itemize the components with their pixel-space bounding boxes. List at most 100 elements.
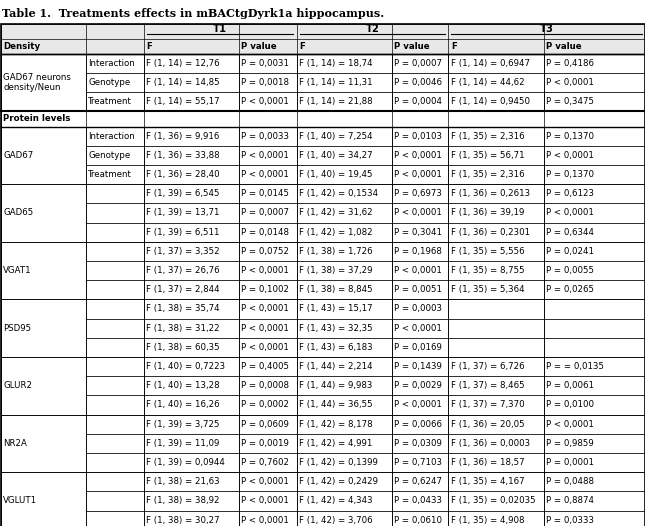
Text: F (1, 38) = 21,63: F (1, 38) = 21,63 <box>146 477 220 486</box>
Text: P = 0,0051: P = 0,0051 <box>394 285 442 294</box>
Text: P = 0,1370: P = 0,1370 <box>546 170 594 179</box>
Text: F (1, 40) = 7,254: F (1, 40) = 7,254 <box>299 132 373 140</box>
Bar <box>239 299 297 319</box>
Bar <box>392 299 448 319</box>
Bar <box>392 73 448 92</box>
Bar <box>239 54 297 73</box>
Text: P < 0,0001: P < 0,0001 <box>241 343 289 352</box>
Text: P = 0,3041: P = 0,3041 <box>394 228 442 237</box>
Bar <box>86 127 144 146</box>
Bar <box>448 242 544 261</box>
Bar <box>239 396 297 414</box>
Bar <box>544 414 645 434</box>
Bar <box>448 434 544 453</box>
Bar <box>239 376 297 396</box>
Text: P = 0,0488: P = 0,0488 <box>546 477 594 486</box>
Bar <box>448 376 544 396</box>
Bar <box>144 453 239 472</box>
Text: F (1, 36) = 28,40: F (1, 36) = 28,40 <box>146 170 220 179</box>
Bar <box>297 146 392 165</box>
Bar <box>392 184 448 204</box>
Bar <box>86 319 144 338</box>
Bar <box>297 54 392 73</box>
Text: P = 0,0433: P = 0,0433 <box>394 497 442 505</box>
Bar <box>392 242 448 261</box>
Bar <box>392 261 448 280</box>
Text: P = 0,1002: P = 0,1002 <box>241 285 289 294</box>
Text: P < 0,0001: P < 0,0001 <box>546 420 594 429</box>
Text: P < 0,0001: P < 0,0001 <box>241 477 289 486</box>
Bar <box>86 414 144 434</box>
Text: P < 0,0001: P < 0,0001 <box>394 400 442 409</box>
Text: F (1, 35) = 2,316: F (1, 35) = 2,316 <box>451 170 524 179</box>
Bar <box>86 338 144 357</box>
Text: F (1, 39) = 0,0944: F (1, 39) = 0,0944 <box>146 458 225 467</box>
Text: Interaction: Interaction <box>88 132 135 140</box>
Bar <box>448 319 544 338</box>
Bar <box>448 491 544 511</box>
Text: T1: T1 <box>213 24 227 34</box>
Bar <box>544 127 645 146</box>
Text: P = 0,1439: P = 0,1439 <box>394 362 442 371</box>
Bar <box>239 414 297 434</box>
Text: F (1, 36) = 0,0003: F (1, 36) = 0,0003 <box>451 439 530 448</box>
Text: P < 0,0001: P < 0,0001 <box>394 151 442 160</box>
Bar <box>86 376 144 396</box>
Text: P = 0,0169: P = 0,0169 <box>394 343 442 352</box>
Bar <box>86 204 144 222</box>
Text: P < 0,0001: P < 0,0001 <box>241 323 289 332</box>
Bar <box>297 472 392 491</box>
Text: P = 0,8874: P = 0,8874 <box>546 497 594 505</box>
Bar <box>144 242 239 261</box>
Text: P = 0,6344: P = 0,6344 <box>546 228 594 237</box>
Bar <box>1 184 86 242</box>
Text: GAD65: GAD65 <box>3 208 34 217</box>
Text: F (1, 38) = 8,845: F (1, 38) = 8,845 <box>299 285 373 294</box>
Text: P value: P value <box>241 42 277 50</box>
Bar <box>239 434 297 453</box>
Text: F (1, 42) = 0,1534: F (1, 42) = 0,1534 <box>299 189 379 198</box>
Text: P = 0,0752: P = 0,0752 <box>241 247 289 256</box>
Text: F (1, 39) = 6,511: F (1, 39) = 6,511 <box>146 228 220 237</box>
Bar <box>1 111 645 127</box>
Bar <box>1 299 86 357</box>
Bar <box>86 146 144 165</box>
Bar <box>144 299 239 319</box>
Bar <box>297 73 392 92</box>
Text: Density: Density <box>3 42 41 50</box>
Bar <box>144 357 239 376</box>
Bar <box>297 357 392 376</box>
Bar <box>144 261 239 280</box>
Bar <box>448 357 544 376</box>
Bar <box>392 338 448 357</box>
Text: F (1, 38) = 38,92: F (1, 38) = 38,92 <box>146 497 220 505</box>
Text: P < 0,0001: P < 0,0001 <box>394 323 442 332</box>
Text: P = 0,9859: P = 0,9859 <box>546 439 594 448</box>
Bar <box>1 242 86 299</box>
Bar <box>1 24 645 54</box>
Bar <box>144 184 239 204</box>
Text: P = 0,6973: P = 0,6973 <box>394 189 442 198</box>
Text: P < 0,0001: P < 0,0001 <box>241 305 289 313</box>
Bar <box>86 165 144 184</box>
Bar <box>86 434 144 453</box>
Bar <box>392 146 448 165</box>
Text: F (1, 14) = 55,17: F (1, 14) = 55,17 <box>146 97 220 106</box>
Bar <box>144 434 239 453</box>
Bar <box>239 511 297 526</box>
Bar <box>144 73 239 92</box>
Text: P = 0,0029: P = 0,0029 <box>394 381 442 390</box>
Text: P < 0,0001: P < 0,0001 <box>394 208 442 217</box>
Text: F (1, 37) = 2,844: F (1, 37) = 2,844 <box>146 285 220 294</box>
Text: F (1, 42) = 4,343: F (1, 42) = 4,343 <box>299 497 373 505</box>
Text: P < 0,0001: P < 0,0001 <box>546 151 594 160</box>
Bar <box>544 319 645 338</box>
Text: F (1, 39) = 6,545: F (1, 39) = 6,545 <box>146 189 220 198</box>
Text: F (1, 38) = 35,74: F (1, 38) = 35,74 <box>146 305 220 313</box>
Bar <box>544 165 645 184</box>
Bar <box>392 434 448 453</box>
Bar <box>86 92 144 111</box>
Text: P value: P value <box>394 42 430 50</box>
Text: P = 0,6123: P = 0,6123 <box>546 189 594 198</box>
Bar <box>1 54 86 111</box>
